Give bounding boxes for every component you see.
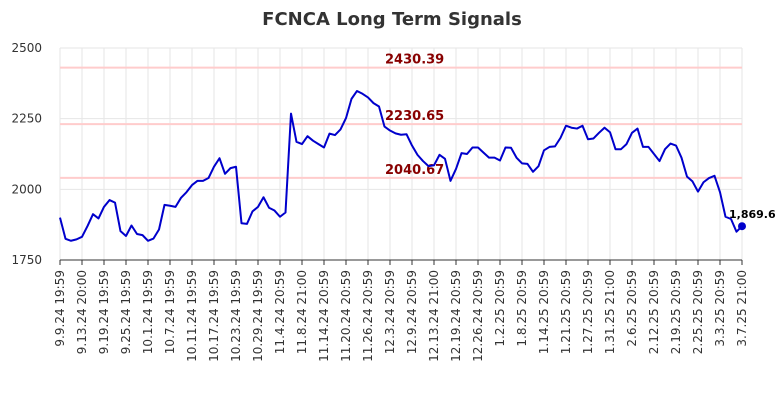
x-tick-label: 3.3.25 20:59 <box>713 270 727 347</box>
x-tick-label: 1.8.25 20:59 <box>515 270 529 347</box>
level-lines: 2430.39 2230.65 2040.67 <box>60 53 742 179</box>
x-tick-label: 12.19.24 20:59 <box>449 270 463 362</box>
x-tick-label: 10.1.24 19:59 <box>141 270 155 354</box>
x-tick-label: 1.31.25 21:00 <box>603 270 617 354</box>
x-tick-label: 1.14.25 20:59 <box>537 270 551 354</box>
last-value-label: 1,869.6 <box>729 208 776 221</box>
x-tick-label: 11.20.24 20:59 <box>339 270 353 362</box>
x-tick-label: 11.26.24 20:59 <box>361 270 375 362</box>
last-point <box>738 222 746 231</box>
x-tick-label: 9.25.24 19:59 <box>119 270 133 354</box>
level-label: 2430.39 <box>385 53 444 68</box>
x-tick-label: 11.14.24 20:59 <box>317 270 331 362</box>
chart-title: FCNCA Long Term Signals <box>262 9 522 30</box>
series-line <box>59 89 743 242</box>
x-axis: 9.9.24 19:59 9.13.24 20:00 9.19.24 19:59 9.… <box>53 259 749 362</box>
y-tick-label: 2000 <box>11 182 42 196</box>
last-value: 1,869.6 <box>729 208 776 231</box>
x-tick-label: 11.8.24 21:00 <box>295 270 309 354</box>
x-tick-label: 10.29.24 19:59 <box>251 270 265 362</box>
x-tick-label: 2.25.25 20:59 <box>691 270 705 354</box>
level-label: 2230.65 <box>385 109 444 124</box>
x-tick-label: 12.13.24 21:00 <box>427 270 441 362</box>
grid <box>59 47 743 261</box>
y-axis: 1750 2000 2250 2500 <box>11 41 42 267</box>
x-tick-label: 12.26.24 20:59 <box>471 270 485 362</box>
x-tick-label: 3.7.25 21:00 <box>735 270 749 347</box>
x-tick-label: 1.2.25 20:59 <box>493 270 507 347</box>
x-tick-label: 12.3.24 20:59 <box>383 270 397 354</box>
x-tick-label: 10.11.24 19:59 <box>185 270 199 362</box>
x-tick-label: 2.12.25 20:59 <box>647 270 661 354</box>
x-tick-label: 1.27.25 20:59 <box>581 270 595 354</box>
x-tick-label: 10.23.24 19:59 <box>229 270 243 362</box>
x-tick-label: 1.21.25 20:59 <box>559 270 573 354</box>
x-tick-label: 9.19.24 19:59 <box>97 270 111 354</box>
x-tick-label: 9.13.24 20:00 <box>75 270 89 354</box>
series <box>59 89 743 242</box>
y-tick-label: 2500 <box>11 41 42 55</box>
x-tick-label: 12.9.24 20:59 <box>405 270 419 354</box>
y-tick-label: 1750 <box>11 253 42 267</box>
x-tick-label: 11.4.24 20:59 <box>273 270 287 354</box>
level-label: 2040.67 <box>385 163 444 178</box>
x-tick-label: 9.9.24 19:59 <box>53 270 67 347</box>
x-tick-label: 2.6.25 20:59 <box>625 270 639 347</box>
x-tick-label: 10.17.24 19:59 <box>207 270 221 362</box>
x-tick-label: 10.7.24 19:59 <box>163 270 177 354</box>
x-tick-label: 2.19.25 20:59 <box>669 270 683 354</box>
y-tick-label: 2250 <box>11 112 42 126</box>
